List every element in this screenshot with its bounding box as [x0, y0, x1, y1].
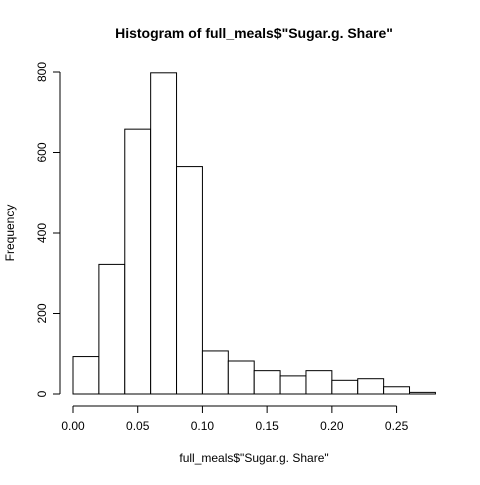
x-tick-label-5: 0.25: [385, 419, 409, 433]
histogram-bars: [72, 72, 436, 395]
y-tick-label-2: 400: [35, 223, 49, 243]
histogram-bar-4: [176, 166, 203, 395]
y-tick-label-0: 0: [35, 390, 49, 397]
x-tick-label-1: 0.05: [126, 419, 150, 433]
histogram-bar-1: [98, 263, 126, 395]
chart-title: Histogram of full_meals$"Sugar.g. Share": [115, 25, 393, 41]
histogram-bar-7: [253, 370, 281, 395]
histogram-bar-3: [150, 72, 178, 395]
histogram-bar-6: [227, 360, 255, 395]
y-tick-label-1: 200: [35, 303, 49, 323]
x-tick-label-0: 0.00: [61, 419, 85, 433]
x-tick-label-3: 0.15: [255, 419, 279, 433]
histogram-bar-0: [72, 356, 100, 395]
x-tick-label-2: 0.10: [191, 419, 215, 433]
y-tick-label-4: 800: [35, 62, 49, 82]
histogram-bar-13: [409, 391, 436, 395]
histogram-bar-11: [357, 378, 385, 395]
histogram-bar-9: [305, 370, 333, 395]
y-axis: 0 200 400 600 800: [35, 62, 61, 397]
x-axis-label: full_meals$"Sugar.g. Share": [179, 451, 328, 465]
x-tick-label-4: 0.20: [320, 419, 344, 433]
y-axis-label: Frequency: [3, 205, 17, 262]
x-axis: 0.00 0.05 0.10 0.15 0.20 0.25: [61, 405, 409, 433]
y-tick-label-3: 600: [35, 142, 49, 162]
histogram-bar-5: [201, 350, 229, 395]
histogram-bar-8: [279, 375, 307, 395]
histogram-bar-12: [383, 386, 411, 395]
histogram-bar-10: [331, 379, 359, 395]
histogram-bar-2: [124, 128, 152, 395]
